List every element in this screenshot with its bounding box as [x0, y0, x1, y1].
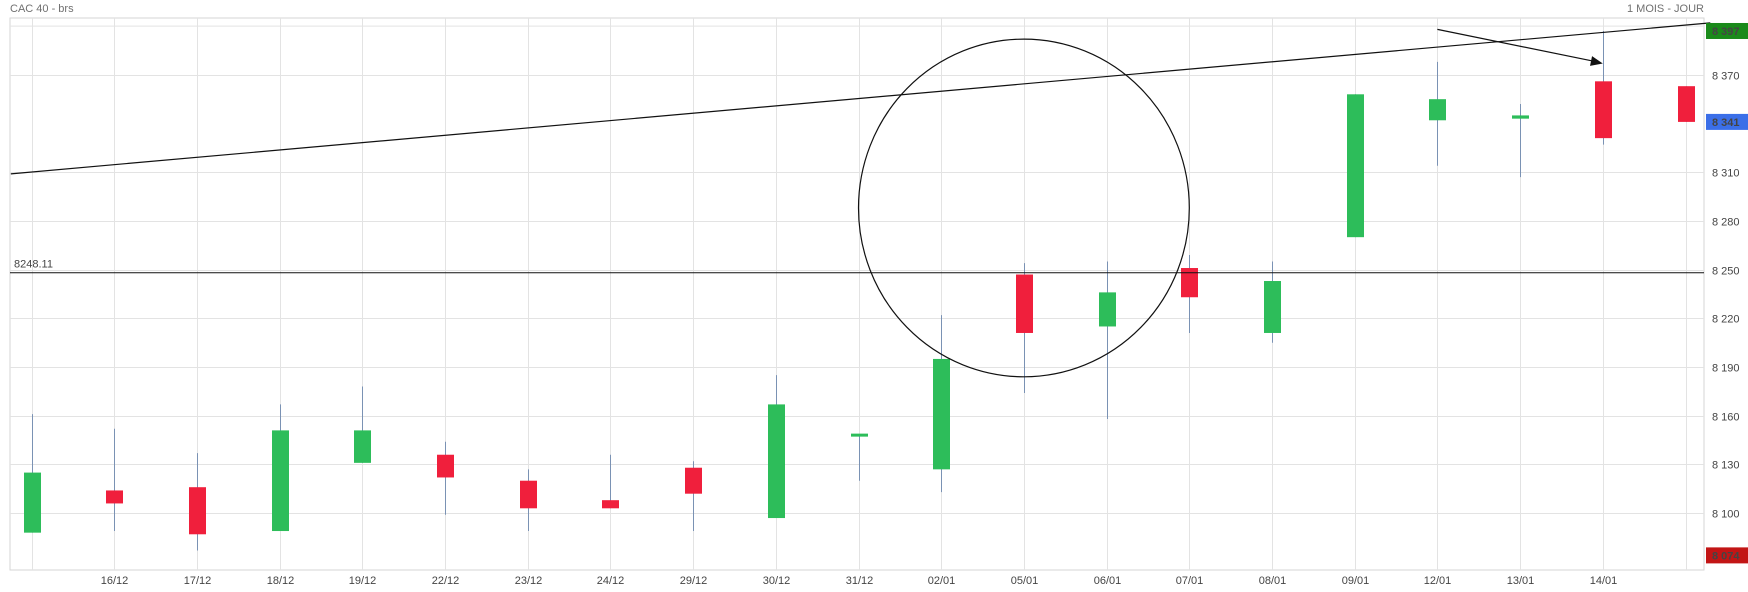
y-tick-label: 8 250: [1712, 266, 1740, 278]
x-tick-label: 29/12: [680, 575, 708, 587]
y-tick-label: 8 370: [1712, 71, 1740, 83]
candle-body-up: [354, 430, 371, 463]
candle-body-down: [106, 490, 123, 504]
price-badge: [1706, 547, 1748, 564]
candle-body-up: [1347, 94, 1364, 238]
candle-body-up: [1429, 99, 1446, 121]
x-tick-label: 19/12: [349, 575, 377, 587]
y-axis: 8 100 8 130 8 160 8 190 8 220 8 250 8 280 8 310…: [1706, 22, 1748, 564]
candle-body-down: [1181, 268, 1198, 298]
x-tick-label: 23/12: [515, 575, 543, 587]
candle-body-down: [1016, 274, 1033, 333]
x-tick-label: 13/01: [1507, 575, 1535, 587]
candle-body-up: [1099, 292, 1116, 327]
x-tick-label: 14/01: [1590, 575, 1618, 587]
x-tick-label: 24/12: [597, 575, 625, 587]
candle-body-up: [24, 472, 41, 533]
x-tick-label: 22/12: [432, 575, 460, 587]
y-tick-label: 8 100: [1712, 509, 1740, 521]
candle-body-down: [520, 480, 537, 509]
trendline: [10, 22, 1711, 175]
arrow-head: [1590, 56, 1603, 66]
candle-body-down: [1595, 81, 1612, 139]
y-tick-label: 8 220: [1712, 314, 1740, 326]
x-tick-label: 30/12: [763, 575, 791, 587]
price-badge-label: 8 397: [1712, 26, 1740, 38]
y-tick-label: 8 160: [1712, 412, 1740, 424]
circle-annotation: [857, 38, 1190, 378]
candle-body-up: [1512, 115, 1529, 119]
x-tick-label: 09/01: [1342, 575, 1370, 587]
x-tick-label: 06/01: [1094, 575, 1122, 587]
x-tick-label: 05/01: [1011, 575, 1039, 587]
instrument-label: CAC 40 - brs: [10, 3, 74, 15]
drawings: 8248.11: [10, 22, 1711, 378]
candles: [24, 30, 1695, 551]
period-label[interactable]: 1 MOIS - JOUR: [1626, 3, 1704, 15]
price-badge: [1706, 113, 1748, 130]
y-tick-label: 8 190: [1712, 363, 1740, 375]
candle-body-up: [272, 430, 289, 532]
candle-body-down: [189, 487, 206, 535]
price-badge-label: 8 341: [1712, 117, 1740, 129]
candle-body-down: [1678, 86, 1695, 122]
grid: [9, 17, 1705, 571]
x-tick-label: 17/12: [184, 575, 212, 587]
x-tick-label: 31/12: [846, 575, 874, 587]
candle-body-up: [933, 358, 950, 470]
plot-frame: [9, 17, 1705, 571]
candle-body-up: [768, 404, 785, 519]
x-tick-label: 07/01: [1176, 575, 1204, 587]
price-badge: [1706, 22, 1748, 39]
arrow-line: [1437, 28, 1595, 63]
candle-body-down: [685, 467, 702, 494]
horizontal-level-label: 8248.11: [14, 259, 53, 271]
candle-body-up: [851, 433, 868, 437]
candle-body-down: [437, 454, 454, 478]
x-tick-label: 12/01: [1424, 575, 1452, 587]
y-tick-label: 8 310: [1712, 168, 1740, 180]
candle-body-down: [602, 500, 619, 509]
x-axis: 16/12 17/12 18/12 19/12 22/12 23/12 24/12 29/12…: [101, 575, 1618, 587]
y-tick-label: 8 280: [1712, 217, 1740, 229]
x-tick-label: 02/01: [928, 575, 956, 587]
y-tick-label: 8 130: [1712, 460, 1740, 472]
x-tick-label: 08/01: [1259, 575, 1287, 587]
x-tick-label: 18/12: [267, 575, 295, 587]
candle-body-up: [1264, 281, 1281, 333]
price-badge-label: 8 074: [1712, 550, 1740, 562]
x-tick-label: 16/12: [101, 575, 129, 587]
